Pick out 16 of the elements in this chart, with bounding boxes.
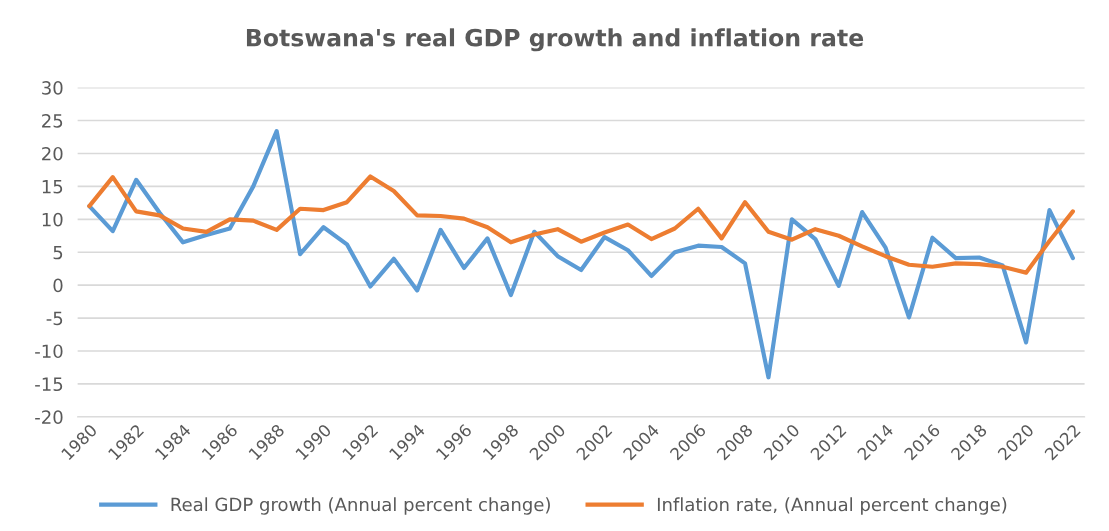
y-tick-label: 25 [42, 114, 63, 128]
y-tick-label: 30 [42, 81, 63, 95]
y-tick-label: -20 [35, 410, 63, 424]
y-tick-label: 5 [53, 245, 63, 260]
line-series [87, 128, 1075, 380]
legend-label: Inflation rate, (Annual percent change) [657, 497, 1007, 515]
y-tick-label: -15 [35, 377, 63, 392]
y-tick-label: 10 [42, 212, 63, 227]
y-tick-label: 0 [53, 278, 63, 293]
legend-label: Real GDP growth (Annual percent change) [171, 497, 550, 515]
y-tick-label: -5 [46, 311, 63, 326]
chart-title: Botswana's real GDP growth and inflation rate [246, 28, 864, 52]
y-tick-label: 15 [42, 180, 63, 194]
y-tick-label: 20 [42, 146, 63, 161]
line-series [87, 174, 1075, 275]
y-tick-label: -10 [35, 344, 63, 359]
